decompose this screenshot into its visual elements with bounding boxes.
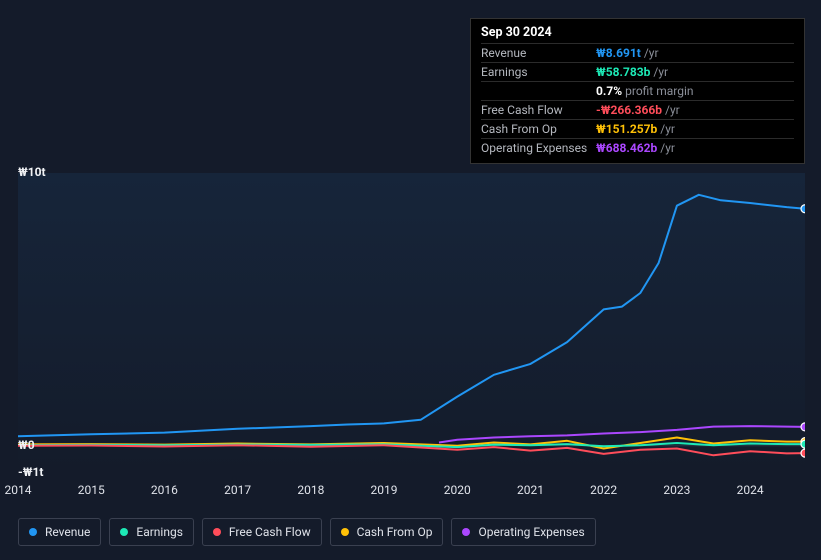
tooltip-row-suffix: /yr xyxy=(665,103,680,117)
y-axis-label: -₩1t xyxy=(18,465,43,479)
x-axis-label: 2020 xyxy=(444,483,471,497)
tooltip-row: Earnings₩58.783b/yr xyxy=(481,62,794,81)
series-marker xyxy=(801,423,805,431)
chart-svg xyxy=(18,173,805,473)
legend-dot-icon xyxy=(341,528,349,536)
tooltip-row: Operating Expenses₩688.462b/yr xyxy=(481,138,794,157)
legend-item-revenue[interactable]: Revenue xyxy=(18,518,101,546)
series-marker xyxy=(801,205,805,213)
y-axis-label: ₩0 xyxy=(18,438,35,452)
tooltip-row-label: Earnings xyxy=(481,65,596,79)
x-axis-label: 2024 xyxy=(737,483,764,497)
tooltip-date: Sep 30 2024 xyxy=(481,25,794,43)
tooltip-row-suffix: profit margin xyxy=(625,84,693,98)
x-axis-label: 2017 xyxy=(224,483,251,497)
series-marker xyxy=(801,440,805,448)
chart-legend: Revenue Earnings Free Cash Flow Cash From O… xyxy=(18,518,596,546)
legend-dot-icon xyxy=(462,528,470,536)
data-tooltip: Sep 30 2024 Revenue₩8.691t/yrEarnings₩58… xyxy=(470,18,805,164)
legend-item-earnings[interactable]: Earnings xyxy=(109,518,194,546)
tooltip-row-label: Cash From Op xyxy=(481,122,596,136)
x-axis-label: 2019 xyxy=(371,483,398,497)
tooltip-row-value: ₩151.257b xyxy=(596,122,657,136)
x-axis-label: 2022 xyxy=(590,483,617,497)
x-axis-label: 2021 xyxy=(517,483,544,497)
tooltip-row-value: ₩58.783b xyxy=(596,65,650,79)
legend-label: Cash From Op xyxy=(357,525,433,539)
legend-item-free-cash-flow[interactable]: Free Cash Flow xyxy=(202,518,322,546)
legend-item-operating-expenses[interactable]: Operating Expenses xyxy=(451,518,595,546)
tooltip-row-label: Free Cash Flow xyxy=(481,103,596,117)
x-axis-label: 2015 xyxy=(78,483,105,497)
x-axis: 2014201520162017201820192020202120222023… xyxy=(18,483,805,503)
legend-dot-icon xyxy=(29,528,37,536)
tooltip-row-suffix: /yr xyxy=(644,46,659,60)
legend-label: Earnings xyxy=(136,525,183,539)
legend-item-cash-from-op[interactable]: Cash From Op xyxy=(330,518,444,546)
tooltip-row-label: Operating Expenses xyxy=(481,141,596,155)
tooltip-row-label: Revenue xyxy=(481,46,596,60)
tooltip-row-label xyxy=(481,84,596,98)
legend-dot-icon xyxy=(120,528,128,536)
x-axis-label: 2016 xyxy=(151,483,178,497)
y-axis-label: ₩10t xyxy=(18,165,46,179)
x-axis-label: 2014 xyxy=(5,483,32,497)
x-axis-label: 2023 xyxy=(663,483,690,497)
tooltip-row: 0.7%profit margin xyxy=(481,81,794,100)
legend-label: Revenue xyxy=(45,525,90,539)
tooltip-row-value: ₩8.691t xyxy=(596,46,641,60)
financials-chart[interactable]: ₩10t₩0-₩1t xyxy=(18,173,805,473)
tooltip-row-value: -₩266.366b xyxy=(596,103,662,117)
series-marker xyxy=(801,449,805,457)
legend-label: Free Cash Flow xyxy=(229,525,311,539)
x-axis-label: 2018 xyxy=(297,483,324,497)
tooltip-row-value: 0.7% xyxy=(596,84,622,98)
tooltip-row-suffix: /yr xyxy=(660,122,675,136)
tooltip-row: Cash From Op₩151.257b/yr xyxy=(481,119,794,138)
tooltip-row-suffix: /yr xyxy=(660,141,675,155)
tooltip-row-value: ₩688.462b xyxy=(596,141,657,155)
legend-label: Operating Expenses xyxy=(478,525,584,539)
tooltip-row-suffix: /yr xyxy=(653,65,668,79)
tooltip-row: Revenue₩8.691t/yr xyxy=(481,43,794,62)
tooltip-row: Free Cash Flow-₩266.366b/yr xyxy=(481,100,794,119)
legend-dot-icon xyxy=(213,528,221,536)
